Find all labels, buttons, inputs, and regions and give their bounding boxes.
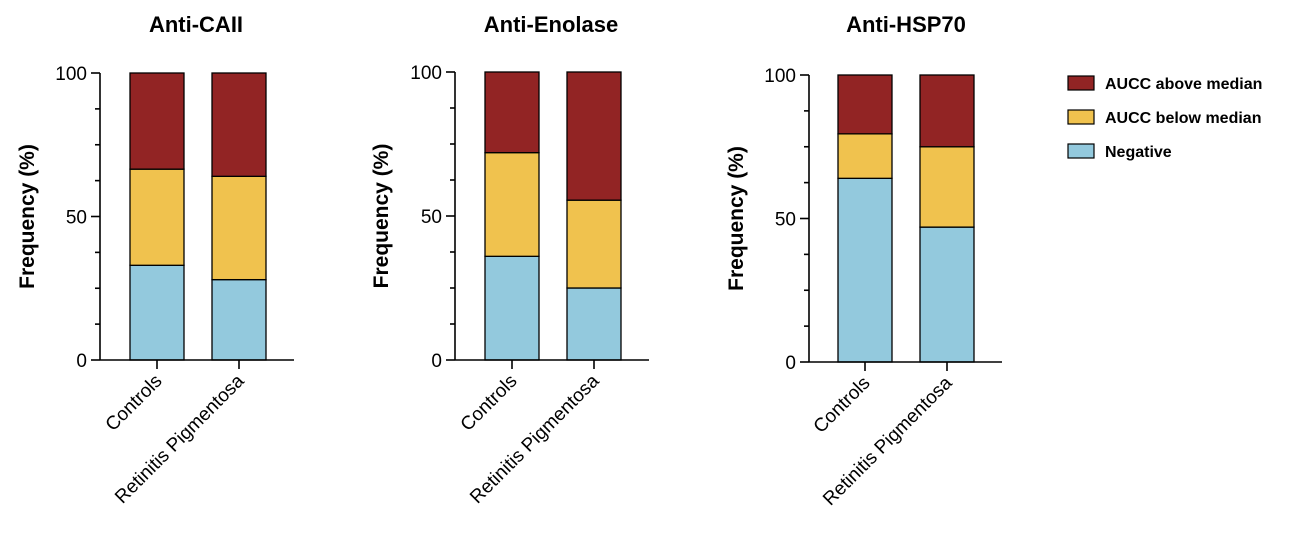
bar-segment-below: [837, 133, 893, 179]
bar-segment-negative: [919, 226, 975, 363]
y-tick-label: 100: [410, 63, 442, 84]
bar-segment-below: [211, 175, 267, 281]
chart-title: Anti-CAII: [149, 12, 243, 37]
bar-segment-above: [129, 72, 185, 170]
x-category-label: Controls: [810, 373, 875, 438]
y-tick-label: 50: [66, 208, 87, 229]
x-category-label: Controls: [102, 371, 167, 436]
chart-title: Anti-Enolase: [484, 12, 618, 37]
y-axis-label: Frequency (%): [370, 144, 393, 289]
y-tick-label: 0: [785, 353, 796, 374]
bar-segment-negative: [484, 255, 540, 361]
bar-segment-above: [566, 71, 622, 201]
y-axis-label: Frequency (%): [725, 146, 748, 291]
chart-title: Anti-HSP70: [846, 12, 966, 37]
bar-segment-negative: [566, 287, 622, 361]
legend-label-below: AUCC below median: [1105, 110, 1261, 127]
y-tick-label: 0: [431, 351, 442, 372]
bar-segment-above: [837, 74, 893, 135]
y-tick-label: 0: [76, 351, 87, 372]
legend-label-negative: Negative: [1105, 144, 1172, 161]
bar-segment-negative: [129, 264, 185, 361]
y-tick-label: 50: [421, 207, 442, 228]
legend-swatch-negative: [1067, 143, 1095, 159]
bar-segment-above: [919, 74, 975, 148]
legend-swatch-below: [1067, 109, 1095, 125]
y-tick-label: 100: [55, 64, 87, 85]
legend-label-above: AUCC above median: [1105, 76, 1262, 93]
bar-segment-below: [919, 146, 975, 228]
y-tick-label: 50: [775, 210, 796, 231]
bar-segment-above: [211, 72, 267, 177]
y-tick-label: 100: [764, 66, 796, 87]
y-axis-label: Frequency (%): [16, 144, 39, 289]
legend: AUCC above median AUCC below median Negati…: [1067, 75, 1262, 161]
bar-segment-below: [566, 199, 622, 289]
x-category-label: Controls: [457, 371, 522, 436]
bar-segment-below: [129, 168, 185, 266]
bar-segment-above: [484, 71, 540, 154]
bar-segment-below: [484, 151, 540, 257]
bar-segment-negative: [211, 278, 267, 361]
bar-segment-negative: [837, 177, 893, 363]
legend-swatch-above: [1067, 75, 1095, 91]
